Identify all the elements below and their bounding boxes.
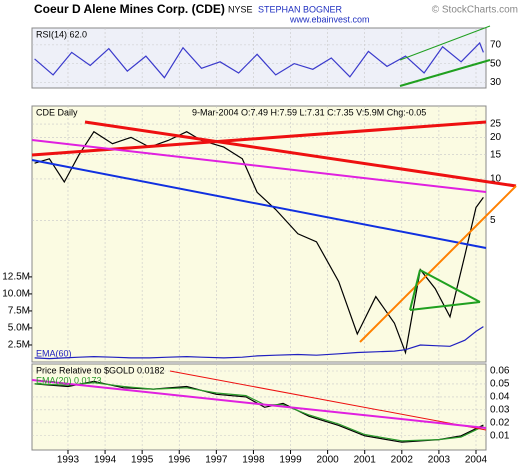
y2-tick-label: 2.5M	[8, 340, 30, 351]
y-tick-label: 0.06	[490, 366, 510, 377]
trend-line	[409, 301, 481, 311]
y-tick-label: 0.02	[490, 417, 510, 428]
trend-lines	[31, 25, 517, 431]
y-tick-label: 0.05	[490, 379, 510, 390]
trend-line	[359, 185, 517, 343]
y-tick-label: 20	[490, 132, 502, 143]
copyright: © StockCharts.com	[432, 5, 518, 16]
x-tick-label: 1994	[94, 455, 117, 466]
y-tick-label: 30	[490, 77, 502, 88]
x-tick-label: 1997	[205, 455, 228, 466]
trend-line	[419, 269, 481, 303]
y-tick-label: 10	[490, 174, 502, 185]
relative-panel	[31, 363, 487, 451]
chart-title: Coeur D Alene Mines Corp. (CDE)	[34, 2, 225, 16]
y2-tick-label: 10.0M	[2, 289, 30, 300]
trend-line	[31, 139, 487, 193]
trend-line	[84, 120, 517, 188]
y-tick-label: 15	[490, 149, 502, 160]
legend-label: RSI(14) 62.0	[36, 29, 87, 39]
y-tick-label: 0.01	[490, 430, 510, 441]
x-tick-label: 1995	[131, 455, 154, 466]
x-tick-label: 1998	[242, 455, 265, 466]
author: STEPHAN BOGNER	[258, 4, 343, 14]
exchange: NYSE	[228, 4, 253, 14]
legend-label: CDE Daily	[36, 107, 78, 117]
x-tick-label: 2000	[316, 455, 339, 466]
x-tick-label: 1999	[279, 455, 302, 466]
x-tick-label: 2001	[354, 455, 377, 466]
y-tick-label: 70	[490, 40, 502, 51]
y2-tick-label: 12.5M	[2, 272, 30, 283]
series-line	[34, 326, 484, 360]
legend-label: EMA(60)	[36, 348, 72, 358]
trend-line	[31, 379, 487, 429]
y2-tick-label: 7.5M	[8, 306, 30, 317]
trend-line	[399, 59, 491, 87]
trend-line	[31, 159, 487, 249]
quote-info: 9-Mar-2004 O:7.49 H:7.59 L:7.31 C:7.35 V…	[192, 107, 426, 117]
x-tick-label: 2002	[391, 455, 414, 466]
series-line	[34, 41, 484, 79]
plot-layer: 1993 1994 1995 1996 1997 1998 1999 2000 2001 2002…	[2, 28, 510, 466]
series-line	[34, 130, 484, 355]
y-tick-label: 25	[490, 119, 502, 130]
y-tick-label: 0.03	[490, 404, 510, 415]
trend-line	[399, 25, 491, 61]
y-tick-label: 0.04	[490, 392, 510, 403]
legend-label: EMA(20) 0.0173	[36, 375, 102, 385]
x-tick-label: 2004	[465, 455, 488, 466]
y-tick-label: 50	[490, 58, 502, 69]
y-tick-label: 5	[490, 215, 496, 226]
x-tick-label: 2003	[428, 455, 451, 466]
legend-label: Price Relative to $GOLD 0.0182	[36, 365, 165, 375]
rsi-panel	[31, 27, 487, 89]
x-tick-label: 1993	[57, 455, 80, 466]
trend-line	[409, 269, 421, 311]
trend-line	[169, 370, 487, 431]
x-tick-label: 1996	[168, 455, 191, 466]
y2-tick-label: 5.0M	[8, 323, 30, 334]
website: www.ebainvest.com	[289, 14, 370, 24]
